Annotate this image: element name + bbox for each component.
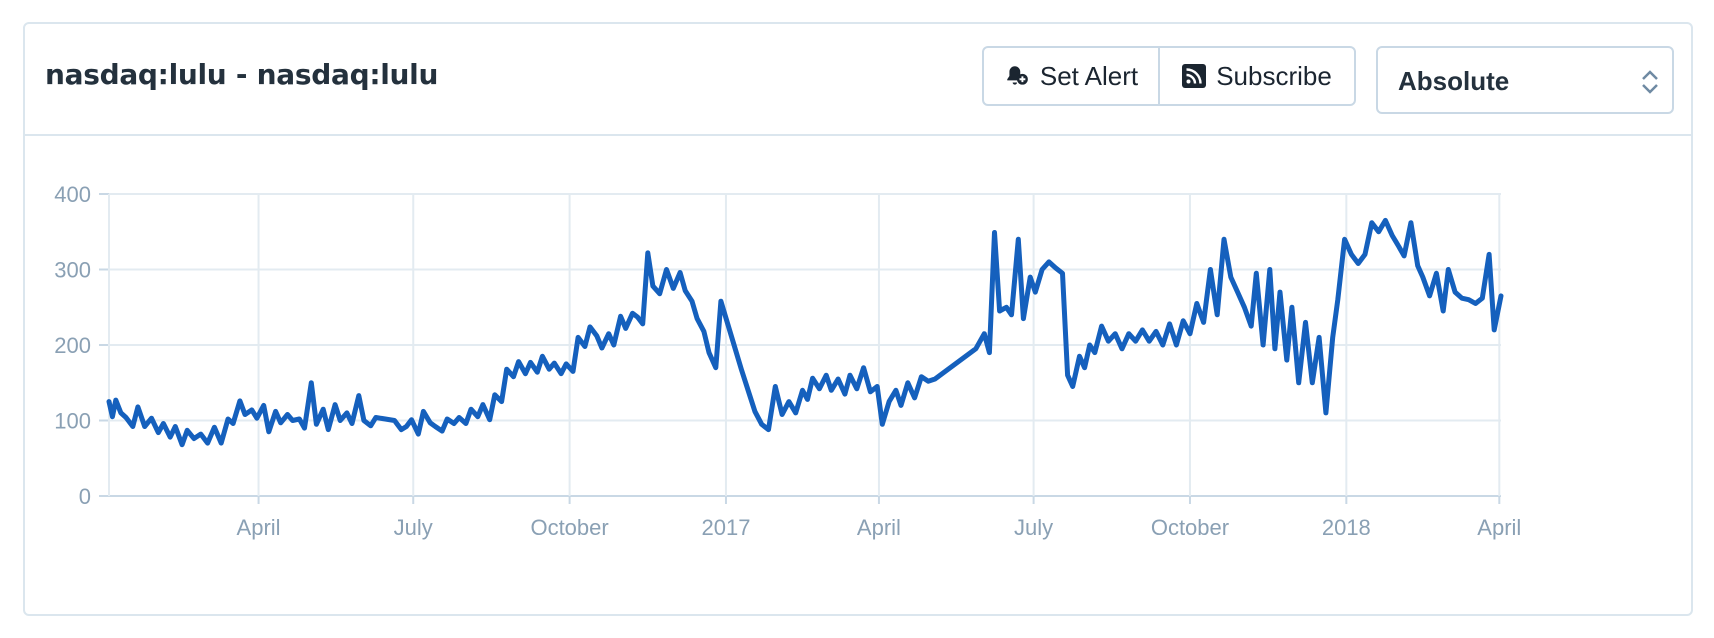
x-tick-label: October: [530, 515, 608, 540]
set-alert-label: Set Alert: [1039, 60, 1139, 91]
x-tick-label: 2018: [1322, 515, 1371, 540]
set-alert-button[interactable]: Set Alert: [984, 48, 1160, 104]
x-tick-label: April: [237, 515, 281, 540]
y-tick-label: 100: [54, 409, 91, 434]
y-tick-label: 200: [54, 333, 91, 358]
x-tick-label: July: [394, 515, 433, 540]
x-tick-label: July: [1014, 515, 1053, 540]
chart-area: 0 100 200 300 400 April July October 2017 April Ju…: [25, 136, 1691, 614]
page-title: nasdaq:lulu - nasdaq:lulu: [45, 58, 439, 91]
scale-mode-value: Absolute: [1398, 66, 1510, 96]
y-tick-label: 400: [54, 182, 91, 207]
y-tick-label: 0: [79, 484, 91, 509]
chart-card: nasdaq:lulu - nasdaq:lulu Set Alert: [23, 22, 1693, 616]
y-tick-label: 300: [54, 258, 91, 283]
bell-plus-icon: [1004, 63, 1030, 89]
subscribe-button[interactable]: Subscribe: [1160, 48, 1354, 104]
x-tick-label: April: [1477, 515, 1521, 540]
line-chart: 0 100 200 300 400 April July October 2017 April Ju…: [54, 182, 1521, 540]
chevron-up-down-icon: [1640, 68, 1660, 101]
rss-icon: [1182, 64, 1207, 88]
scale-mode-select[interactable]: Absolute: [1376, 46, 1674, 114]
x-tick-label: October: [1151, 515, 1229, 540]
subscribe-label: Subscribe: [1216, 60, 1332, 91]
card-header: nasdaq:lulu - nasdaq:lulu Set Alert: [25, 24, 1691, 136]
x-tick-label: 2017: [701, 515, 750, 540]
action-button-group: Set Alert Subscribe: [982, 46, 1356, 106]
x-tick-label: April: [857, 515, 901, 540]
series-line: [106, 217, 1504, 448]
